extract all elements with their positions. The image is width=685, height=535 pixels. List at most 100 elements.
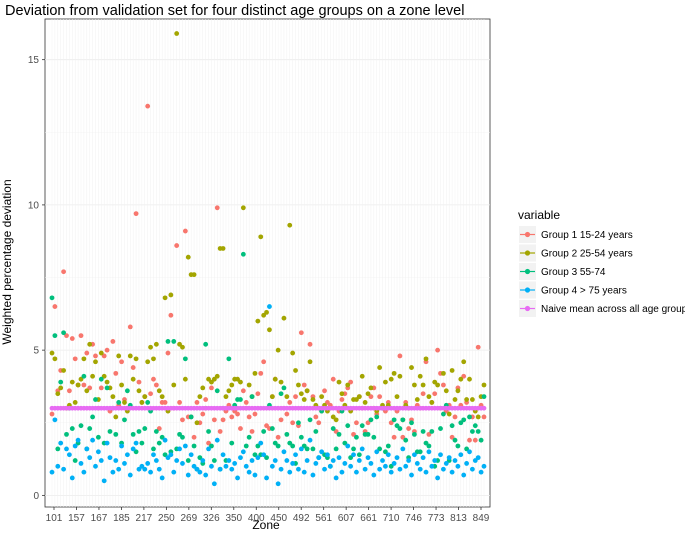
data-point [313,414,319,420]
data-point [119,359,124,365]
data-point [356,452,362,458]
data-point [168,292,174,298]
data-point [116,400,122,405]
data-point [383,449,388,455]
data-point [214,205,220,211]
data-point [388,463,394,469]
data-point [467,376,472,382]
data-point [417,466,423,472]
data-point [229,440,235,446]
legend-key-point [524,305,531,312]
data-point [287,440,293,446]
data-point [365,420,371,426]
data-point [104,379,110,385]
data-point [368,417,374,423]
data-point [136,466,142,472]
data-point [209,379,214,385]
data-point [470,429,475,434]
data-point [197,469,203,475]
data-point [113,431,119,437]
data-point [365,391,371,397]
data-point [185,458,191,463]
data-point [409,472,414,478]
data-point [206,376,211,382]
data-point [304,388,310,394]
data-point [133,211,139,217]
data-point [397,426,403,431]
data-point [275,443,281,449]
data-point [203,397,209,402]
data-point [191,463,197,469]
data-point [104,385,110,391]
data-point [217,466,223,472]
x-tick-label: 746 [405,513,422,524]
data-point [116,466,122,472]
data-point [380,458,385,463]
data-point [87,385,93,391]
data-point [403,437,409,443]
data-point [209,443,214,449]
data-point [226,458,232,463]
data-point [432,391,438,397]
data-point [354,434,359,440]
data-point [475,429,481,434]
data-point [130,365,136,370]
x-tick-label: 849 [473,513,490,524]
data-point [383,463,388,469]
legend-key-point [524,268,531,275]
data-point [238,397,243,402]
data-point [275,434,281,440]
data-point [119,382,124,388]
data-point [177,431,182,437]
data-point [101,353,107,359]
data-point [130,431,136,437]
data-point [435,475,441,481]
data-point [371,472,377,478]
x-tick-label: 607 [338,513,355,524]
data-point [423,469,429,475]
data-point [90,414,95,420]
data-point [278,417,284,423]
data-point [284,394,290,400]
data-point [159,475,165,481]
data-point [130,446,136,452]
data-point [310,446,316,452]
data-point [110,339,116,344]
data-point [182,443,188,449]
data-point [153,429,159,434]
data-point [252,411,258,417]
data-point [249,394,255,400]
data-point [69,475,75,481]
data-point [368,461,374,466]
data-point [78,423,84,429]
data-point [87,426,93,431]
y-tick-label: 5 [33,346,39,357]
data-point [58,440,64,446]
data-point [119,443,124,449]
data-point [66,452,72,458]
data-point [345,382,351,388]
data-point [426,394,432,400]
data-point [55,446,61,452]
data-point [156,388,162,394]
data-point [438,426,443,431]
data-point [72,458,78,463]
data-point [148,391,153,397]
data-point [345,423,351,429]
data-point [58,385,64,391]
data-point [351,452,356,458]
data-point [240,388,246,394]
data-point [203,472,209,478]
data-point [107,455,113,461]
data-point [84,350,90,356]
data-point [90,437,95,443]
data-point [52,417,58,423]
data-point [52,356,58,362]
data-point [472,437,478,443]
data-point [243,463,249,469]
data-point [446,455,452,461]
data-point [330,376,336,382]
data-point [75,382,81,388]
data-point [174,243,180,248]
data-point [354,397,359,402]
